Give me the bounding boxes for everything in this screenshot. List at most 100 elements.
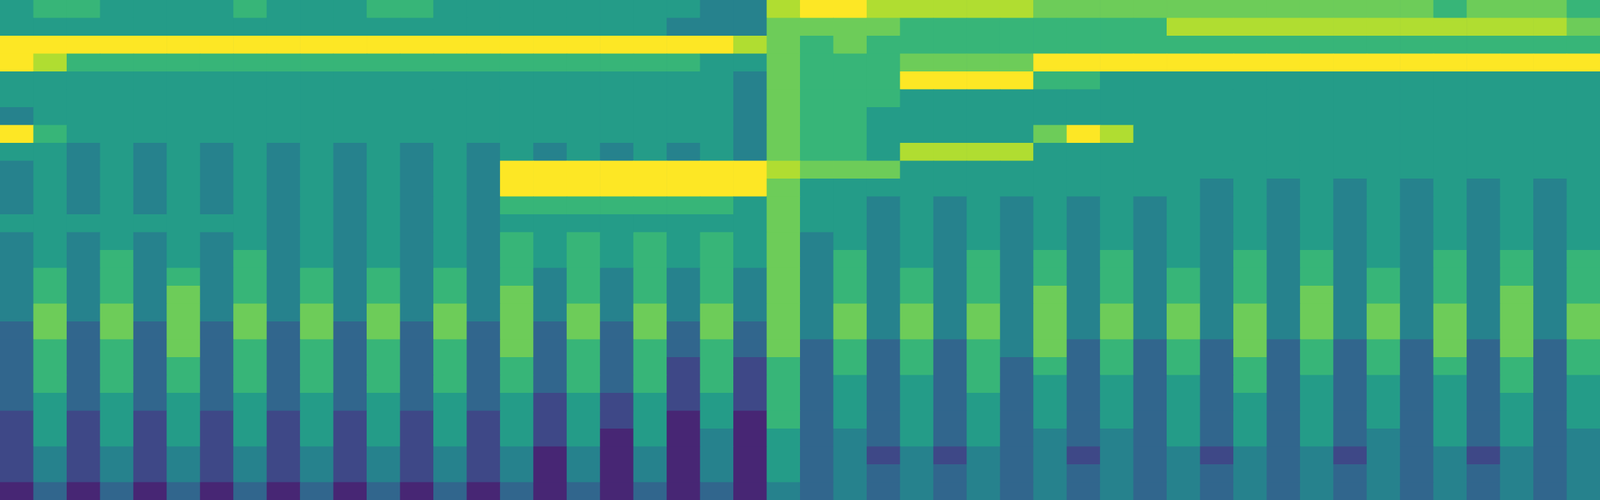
cell [1133, 214, 1168, 233]
cell [700, 285, 734, 304]
cell [533, 89, 567, 108]
cell [1300, 214, 1334, 233]
cell [633, 375, 668, 394]
cell [733, 482, 767, 500]
cell [1099, 285, 1134, 304]
cell [500, 125, 534, 144]
cell [666, 71, 701, 90]
cell [1300, 357, 1334, 376]
cell [1133, 161, 1168, 180]
cell [500, 35, 534, 54]
cell [533, 214, 567, 233]
cell [933, 268, 968, 287]
cell [0, 18, 34, 37]
cell [1433, 142, 1468, 162]
cell [1000, 89, 1034, 108]
cell [1399, 357, 1434, 376]
cell [566, 125, 601, 144]
cell [866, 464, 901, 483]
cell [233, 214, 267, 233]
cell [333, 35, 368, 54]
cell [633, 285, 668, 304]
cell [200, 446, 234, 466]
cell [1233, 464, 1268, 483]
cell [666, 357, 701, 376]
cell [599, 464, 634, 483]
cell [899, 107, 934, 126]
cell [1366, 411, 1401, 430]
cell [899, 446, 934, 466]
cell [733, 285, 767, 304]
cell [1099, 107, 1134, 126]
cell [166, 357, 201, 376]
cell [1200, 482, 1235, 500]
cell [633, 392, 668, 412]
cell [99, 357, 134, 376]
cell [500, 446, 534, 466]
cell [466, 446, 501, 466]
cell [1233, 89, 1268, 108]
cell [466, 89, 501, 108]
cell [166, 375, 201, 394]
cell [533, 250, 567, 269]
cell [66, 446, 101, 466]
cell [1466, 0, 1501, 19]
cell [866, 142, 901, 162]
cell [1200, 428, 1235, 447]
cell [1066, 428, 1101, 447]
cell [500, 375, 534, 394]
cell [1500, 250, 1534, 269]
cell [400, 18, 435, 37]
cell [933, 214, 968, 233]
cell [0, 214, 34, 233]
cell [1566, 196, 1600, 215]
cell [66, 142, 101, 162]
cell [299, 446, 334, 466]
cell [1333, 285, 1367, 304]
cell [899, 357, 934, 376]
cell [966, 285, 1001, 304]
cell [733, 18, 767, 37]
cell [1300, 250, 1334, 269]
cell [833, 161, 867, 180]
cell [1566, 268, 1600, 287]
cell [833, 375, 867, 394]
cell [1166, 428, 1201, 447]
cell [66, 339, 101, 358]
cell [1533, 482, 1567, 500]
cell [866, 411, 901, 430]
cell [899, 214, 934, 233]
cell [1066, 89, 1101, 108]
cell [1500, 411, 1534, 430]
cell [133, 142, 168, 162]
cell [700, 411, 734, 430]
cell [1533, 0, 1567, 19]
cell [833, 428, 867, 447]
cell [366, 35, 401, 54]
cell [166, 161, 201, 180]
cell [1533, 303, 1567, 323]
cell [1200, 250, 1235, 269]
cell [566, 53, 601, 73]
cell [1466, 446, 1501, 466]
cell [400, 285, 435, 304]
cell [566, 89, 601, 108]
cell [233, 428, 267, 447]
cell [400, 428, 435, 447]
cell [599, 321, 634, 340]
cell [299, 303, 334, 323]
cell [500, 303, 534, 323]
cell [500, 411, 534, 430]
cell [1399, 35, 1434, 54]
cell [966, 428, 1001, 447]
cell [1399, 482, 1434, 500]
cell [833, 446, 867, 466]
cell [1433, 196, 1468, 215]
cell [1333, 428, 1367, 447]
cell [533, 196, 567, 215]
cell [1066, 18, 1101, 37]
cell [500, 464, 534, 483]
cell [1399, 53, 1434, 73]
cell [266, 125, 301, 144]
cell [633, 446, 668, 466]
